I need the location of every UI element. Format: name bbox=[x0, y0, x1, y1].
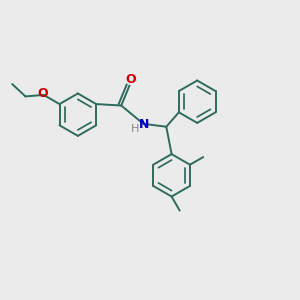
Text: O: O bbox=[37, 87, 47, 100]
Text: O: O bbox=[126, 73, 136, 85]
Text: N: N bbox=[139, 118, 149, 131]
Text: H: H bbox=[131, 124, 139, 134]
